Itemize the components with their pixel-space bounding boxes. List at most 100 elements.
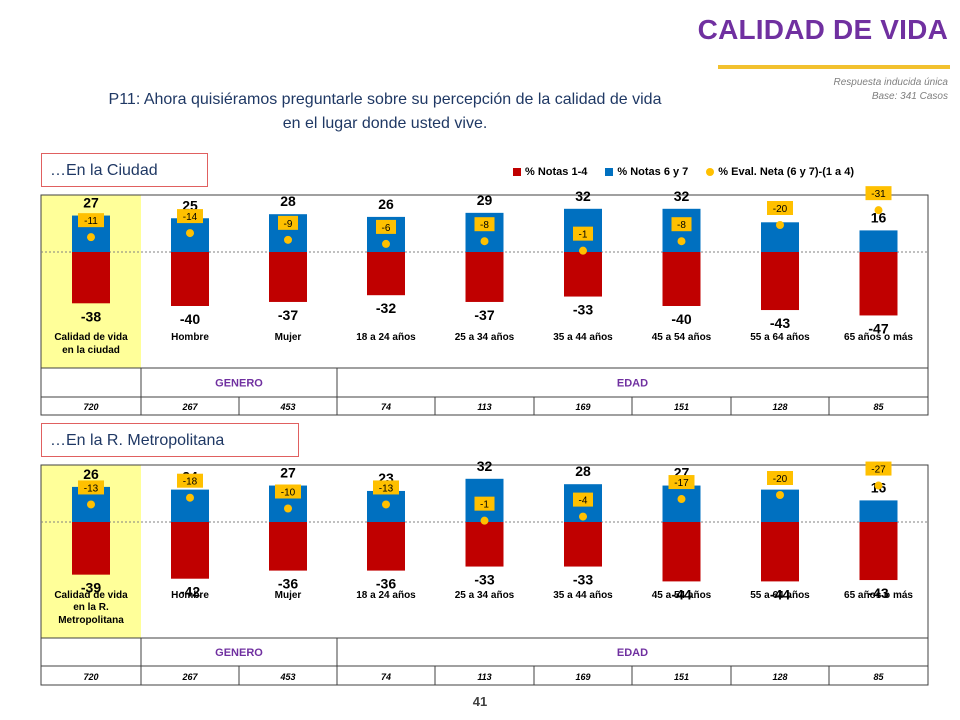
bar-negative [171,522,209,579]
label-positive: 32 [575,188,591,204]
base-count: 169 [575,402,590,412]
net-label: -1 [579,230,588,241]
category-label: 25 a 34 años [455,590,515,601]
net-label-box [767,471,793,485]
bar-negative [367,252,405,296]
base-count: 151 [674,672,689,682]
label-negative: -43 [770,315,790,331]
bar-negative [859,522,898,581]
bar-negative [662,252,701,306]
bar-negative [662,522,701,582]
note-response-type: Respuesta inducida única [833,77,948,88]
bar-positive [859,500,898,522]
net-label-box [474,496,495,511]
group-label: EDAD [617,647,648,659]
net-label-box [573,226,593,241]
label-negative: -36 [376,576,396,592]
net-point [874,206,883,215]
net-point [87,233,95,242]
net-point [776,221,784,229]
question-line-2: en el lugar donde usted vive. [282,115,488,132]
net-label: -18 [183,477,198,488]
base-count: 85 [873,402,884,412]
base-count: 720 [83,402,98,412]
legend-swatch-positive [605,168,614,176]
net-label-box [671,217,692,232]
category-label: 65 años o más [844,590,913,601]
label-negative: -40 [671,311,691,327]
bar-negative [859,252,898,316]
net-point [480,516,489,525]
label-positive: 32 [477,458,493,474]
bar-negative [269,252,307,302]
label-positive: 28 [575,463,591,479]
net-label-box [767,201,793,215]
label-positive: 32 [674,188,690,204]
label-negative: -36 [278,576,298,592]
section-label-metropolitana: …En la R. Metropolitana [41,423,299,457]
label-negative: -33 [573,302,593,318]
net-point [284,235,292,244]
label-positive: 26 [378,196,394,212]
legend-label: % Notas 6 y 7 [617,166,689,178]
category-label: 55 a 64 años [750,590,810,601]
category-label: 55 a 64 años [750,332,810,343]
net-label: -14 [183,212,198,223]
net-label: -10 [281,488,296,499]
net-label: -13 [379,483,394,494]
bar-negative [761,252,799,311]
category-label: 45 a 54 años [652,332,712,343]
net-point [186,493,194,502]
bar-negative [367,522,405,571]
bar-negative [465,522,504,567]
category-label: 45 a 54 años [652,590,712,601]
net-label: -8 [480,220,489,231]
category-label: 65 años o más [844,332,913,343]
base-count: 74 [381,402,391,412]
net-point [776,491,784,499]
label-negative: -39 [81,580,101,596]
net-label: -1 [480,500,489,511]
net-label-box [573,492,593,507]
label-negative: -37 [474,307,494,323]
net-label: -13 [84,483,99,494]
net-label-box [373,480,399,495]
category-label: 25 a 34 años [455,332,515,343]
net-point [579,512,587,521]
category-label: Hombre [171,332,209,343]
base-count: 113 [477,672,491,682]
bar-negative [465,252,504,302]
base-count: 74 [381,672,391,682]
note-base: Base: 341 Casos [871,91,948,102]
base-count: 720 [83,672,98,682]
base-count: 453 [279,402,295,412]
label-positive: 26 [83,466,99,482]
net-label-box [78,480,104,495]
category-label: 18 a 24 años [356,332,416,343]
net-point [579,246,587,255]
net-label-box [668,475,695,490]
label-positive: 29 [477,192,493,208]
base-count: 151 [674,402,689,412]
category-label: en la ciudad [62,345,120,356]
category-label: 18 a 24 años [356,590,416,601]
category-label: Mujer [275,590,302,601]
net-point [87,500,95,509]
label-negative: -38 [81,308,101,324]
net-label: -20 [773,474,788,485]
net-label-box [474,217,495,232]
bar-negative [564,252,602,297]
net-label: -8 [677,220,686,231]
category-label: en la R. [73,602,109,613]
legend-item-notas-6-7: % Notas 6 y 7 [605,166,688,178]
label-negative: -33 [474,572,494,588]
net-label: -6 [382,223,391,234]
category-label: Calidad de vida [54,332,128,343]
chart-frame [40,194,929,416]
page-number: 41 [472,694,488,709]
bar-negative [72,252,110,304]
legend-label: % Eval. Neta (6 y 7)-(1 a 4) [718,166,855,178]
base-count: 453 [279,672,295,682]
label-negative: -47 [868,320,888,336]
label-negative: -43 [868,585,888,601]
